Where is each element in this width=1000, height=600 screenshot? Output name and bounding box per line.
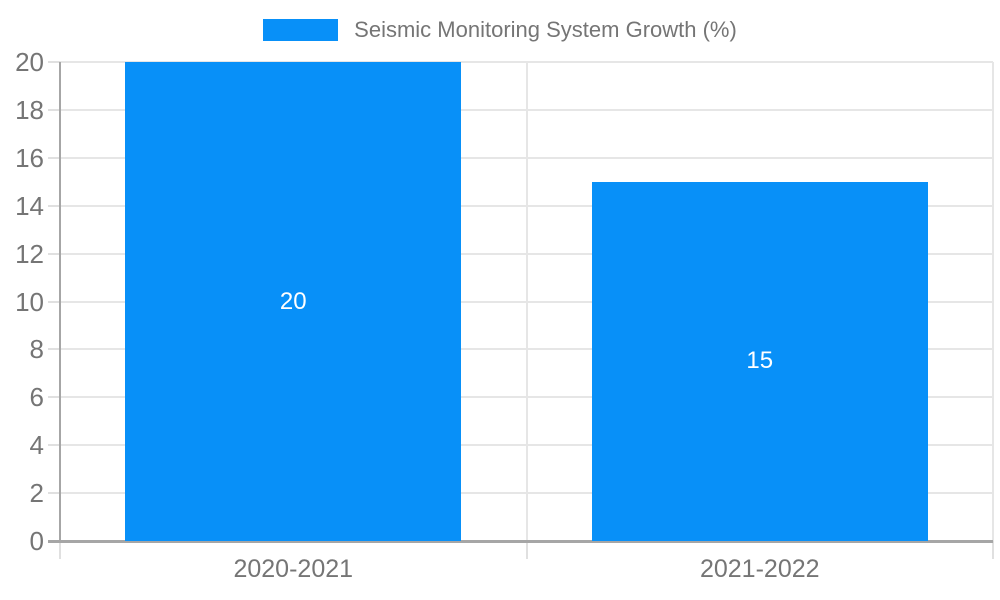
y-tick-mark bbox=[48, 108, 60, 111]
bar-value-label: 15 bbox=[746, 347, 774, 375]
y-axis-tick-label: 14 bbox=[15, 190, 44, 221]
x-axis-category-label: 2021-2022 bbox=[699, 555, 820, 583]
legend-item[interactable]: Seismic Monitoring System Growth (%) bbox=[263, 17, 737, 43]
bar-2020-2021[interactable] bbox=[125, 62, 462, 541]
y-tick-mark bbox=[48, 204, 60, 207]
gridline bbox=[525, 62, 528, 541]
y-axis-tick-label: 6 bbox=[29, 382, 44, 413]
x-axis-category-label: 2020-2021 bbox=[233, 555, 354, 583]
y-tick-mark bbox=[48, 444, 60, 447]
y-tick-mark bbox=[48, 252, 60, 255]
y-axis-tick-label: 12 bbox=[15, 238, 44, 269]
y-axis-line bbox=[59, 62, 61, 541]
bar-value-label: 20 bbox=[279, 287, 307, 315]
bar-2021-2022[interactable] bbox=[591, 181, 928, 541]
y-axis-tick-label: 16 bbox=[15, 142, 44, 173]
y-tick-mark bbox=[48, 396, 60, 399]
legend: Seismic Monitoring System Growth (%) bbox=[0, 17, 1000, 43]
x-tick-mark bbox=[992, 541, 994, 559]
y-axis-tick-label: 4 bbox=[29, 430, 44, 461]
y-tick-mark bbox=[48, 492, 60, 495]
x-tick-mark bbox=[59, 541, 61, 559]
y-tick-mark bbox=[48, 156, 60, 159]
y-axis-tick-label: 10 bbox=[15, 286, 44, 317]
x-axis-line bbox=[48, 540, 993, 543]
y-axis-tick-label: 18 bbox=[15, 94, 44, 125]
legend-swatch-icon bbox=[263, 19, 339, 41]
y-tick-mark bbox=[48, 61, 60, 63]
y-axis-tick-label: 2 bbox=[29, 478, 44, 509]
x-tick-mark bbox=[525, 541, 528, 559]
gridline bbox=[992, 62, 994, 541]
y-axis-tick-label: 20 bbox=[15, 47, 44, 77]
y-tick-mark bbox=[48, 348, 60, 351]
y-axis-tick-label: 8 bbox=[29, 334, 44, 365]
legend-label: Seismic Monitoring System Growth (%) bbox=[354, 17, 737, 42]
y-axis-tick-label: 0 bbox=[29, 526, 44, 556]
y-tick-mark bbox=[48, 300, 60, 303]
